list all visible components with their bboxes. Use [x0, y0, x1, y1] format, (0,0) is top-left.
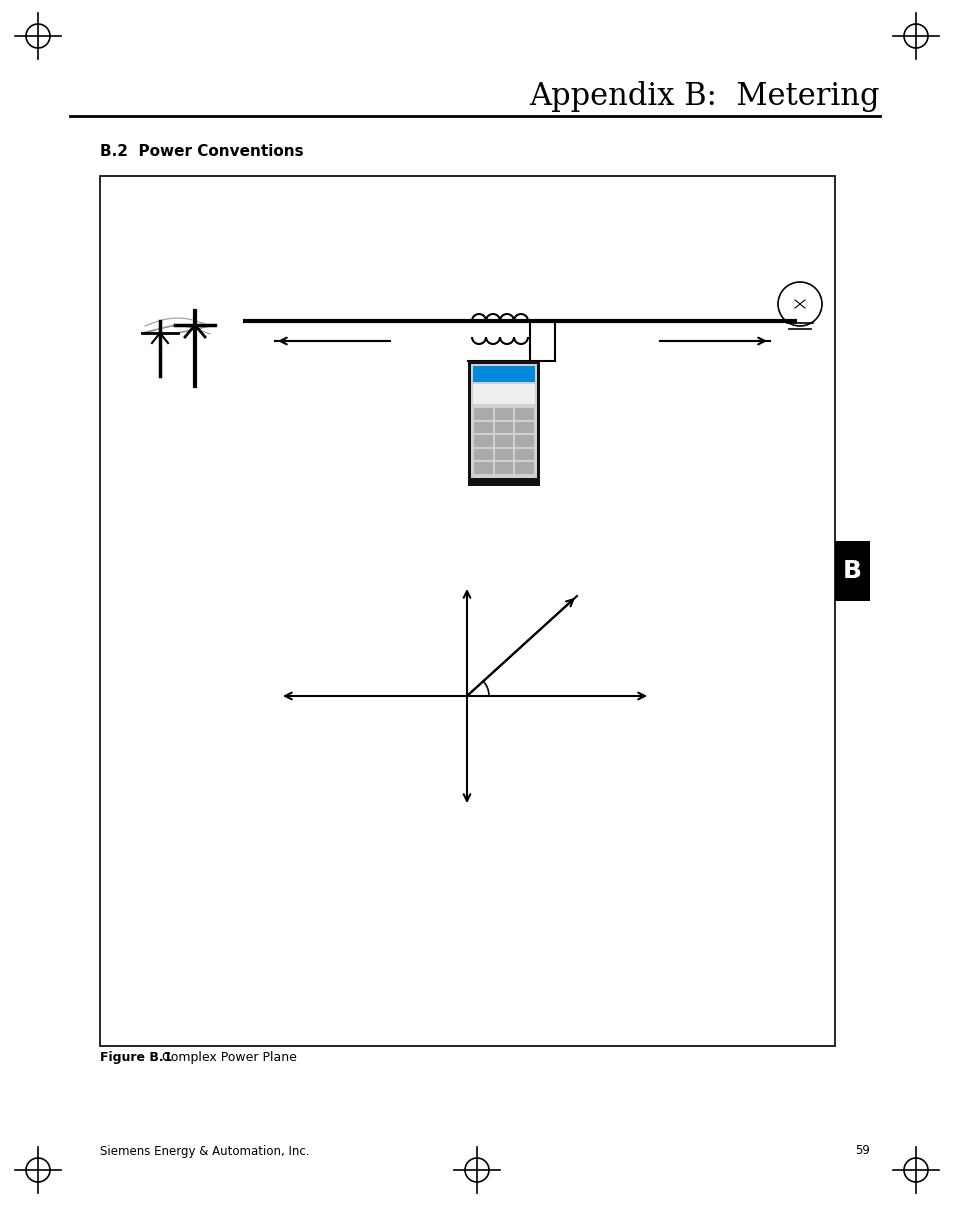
Bar	[474, 435, 492, 446]
Bar	[834, 541, 869, 601]
Bar	[495, 435, 513, 446]
Bar	[474, 449, 492, 461]
Bar	[495, 422, 513, 433]
Bar	[468, 478, 539, 486]
Bar	[473, 365, 535, 382]
Bar	[515, 408, 534, 420]
Bar	[495, 462, 513, 474]
Text: B: B	[842, 560, 862, 582]
Bar	[471, 364, 537, 482]
Bar	[515, 422, 534, 433]
Bar	[515, 462, 534, 474]
Text: Complex Power Plane: Complex Power Plane	[158, 1052, 296, 1065]
Text: Siemens Energy & Automation, Inc.: Siemens Energy & Automation, Inc.	[100, 1144, 309, 1158]
Bar	[515, 449, 534, 461]
Bar	[474, 422, 492, 433]
Bar	[473, 384, 535, 404]
Bar	[468, 361, 539, 486]
Text: B.2  Power Conventions: B.2 Power Conventions	[100, 144, 303, 158]
Bar	[515, 435, 534, 446]
Text: 59: 59	[854, 1144, 869, 1158]
Bar	[100, 176, 834, 1046]
Text: Figure B.1: Figure B.1	[100, 1052, 172, 1065]
Bar	[495, 449, 513, 461]
Bar	[474, 462, 492, 474]
Text: Appendix B:  Metering: Appendix B: Metering	[529, 81, 879, 111]
Bar	[474, 408, 492, 420]
Bar	[495, 408, 513, 420]
